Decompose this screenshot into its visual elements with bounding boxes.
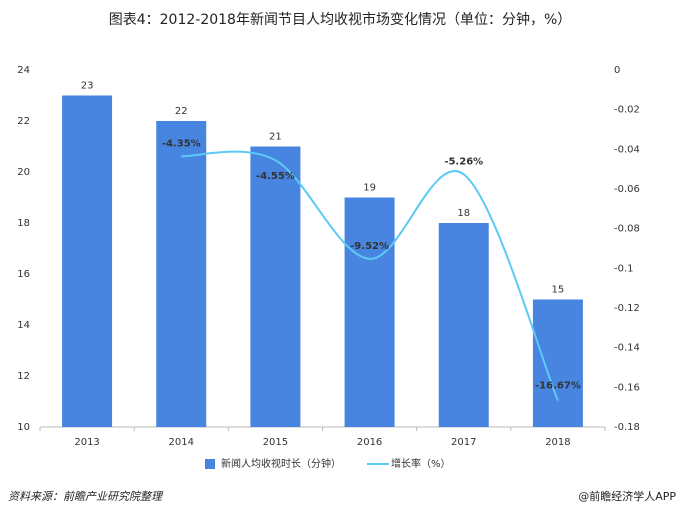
x-tick-label: 2013 xyxy=(74,437,99,448)
y2-tick-label: -0.14 xyxy=(614,343,640,354)
y2-tick-label: -0.08 xyxy=(614,224,640,235)
bar xyxy=(156,121,207,427)
bar-value-label: 18 xyxy=(457,208,470,219)
credit: @前瞻经济学人APP xyxy=(578,489,676,503)
y-tick-label: 24 xyxy=(17,65,30,76)
bar xyxy=(532,299,583,427)
bar-value-label: 21 xyxy=(269,132,282,143)
line-value-label: -5.26% xyxy=(444,156,483,167)
x-tick-label: 2016 xyxy=(357,437,382,448)
line-value-label: -4.55% xyxy=(256,171,295,182)
bar xyxy=(250,146,301,427)
y2-tick-label: -0.06 xyxy=(614,184,640,195)
chart-title: 图表4：2012-2018年新闻节目人均收视市场变化情况（单位：分钟，%） xyxy=(109,11,572,28)
y2-tick-label: -0.16 xyxy=(614,382,640,393)
y-tick-label: 10 xyxy=(17,422,30,433)
y2-tick-label: 0 xyxy=(614,65,620,76)
line-value-label: -9.52% xyxy=(350,241,389,252)
y2-tick-label: -0.12 xyxy=(614,303,640,314)
x-tick-label: 2015 xyxy=(263,437,288,448)
legend-label: 增长率（%） xyxy=(391,457,451,470)
bar-value-label: 19 xyxy=(363,183,376,194)
bar xyxy=(438,223,489,427)
y-tick-label: 18 xyxy=(17,218,30,229)
bar-value-label: 15 xyxy=(552,285,565,296)
bar-value-label: 23 xyxy=(81,81,94,92)
x-tick-label: 2017 xyxy=(451,437,476,448)
x-tick-label: 2018 xyxy=(545,437,570,448)
bar xyxy=(344,197,395,427)
y-tick-label: 22 xyxy=(17,116,30,127)
x-tick-label: 2014 xyxy=(169,437,194,448)
bar-value-label: 22 xyxy=(175,106,188,117)
line-value-label: -16.67% xyxy=(535,381,581,392)
y-tick-label: 12 xyxy=(17,371,30,382)
y-tick-label: 16 xyxy=(17,269,30,280)
legend-swatch xyxy=(205,459,215,469)
bar xyxy=(62,95,113,427)
legend-label: 新闻人均收视时长（分钟） xyxy=(221,457,341,470)
y2-tick-label: -0.18 xyxy=(614,422,640,433)
y2-tick-label: -0.02 xyxy=(614,105,640,116)
source: 资料来源：前瞻产业研究院整理 xyxy=(8,490,164,503)
line-value-label: -4.35% xyxy=(162,138,201,149)
y-tick-label: 14 xyxy=(17,320,30,331)
y2-tick-label: -0.1 xyxy=(614,263,634,274)
y-tick-label: 20 xyxy=(17,167,30,178)
y2-tick-label: -0.04 xyxy=(614,144,640,155)
growth-line xyxy=(181,150,559,402)
